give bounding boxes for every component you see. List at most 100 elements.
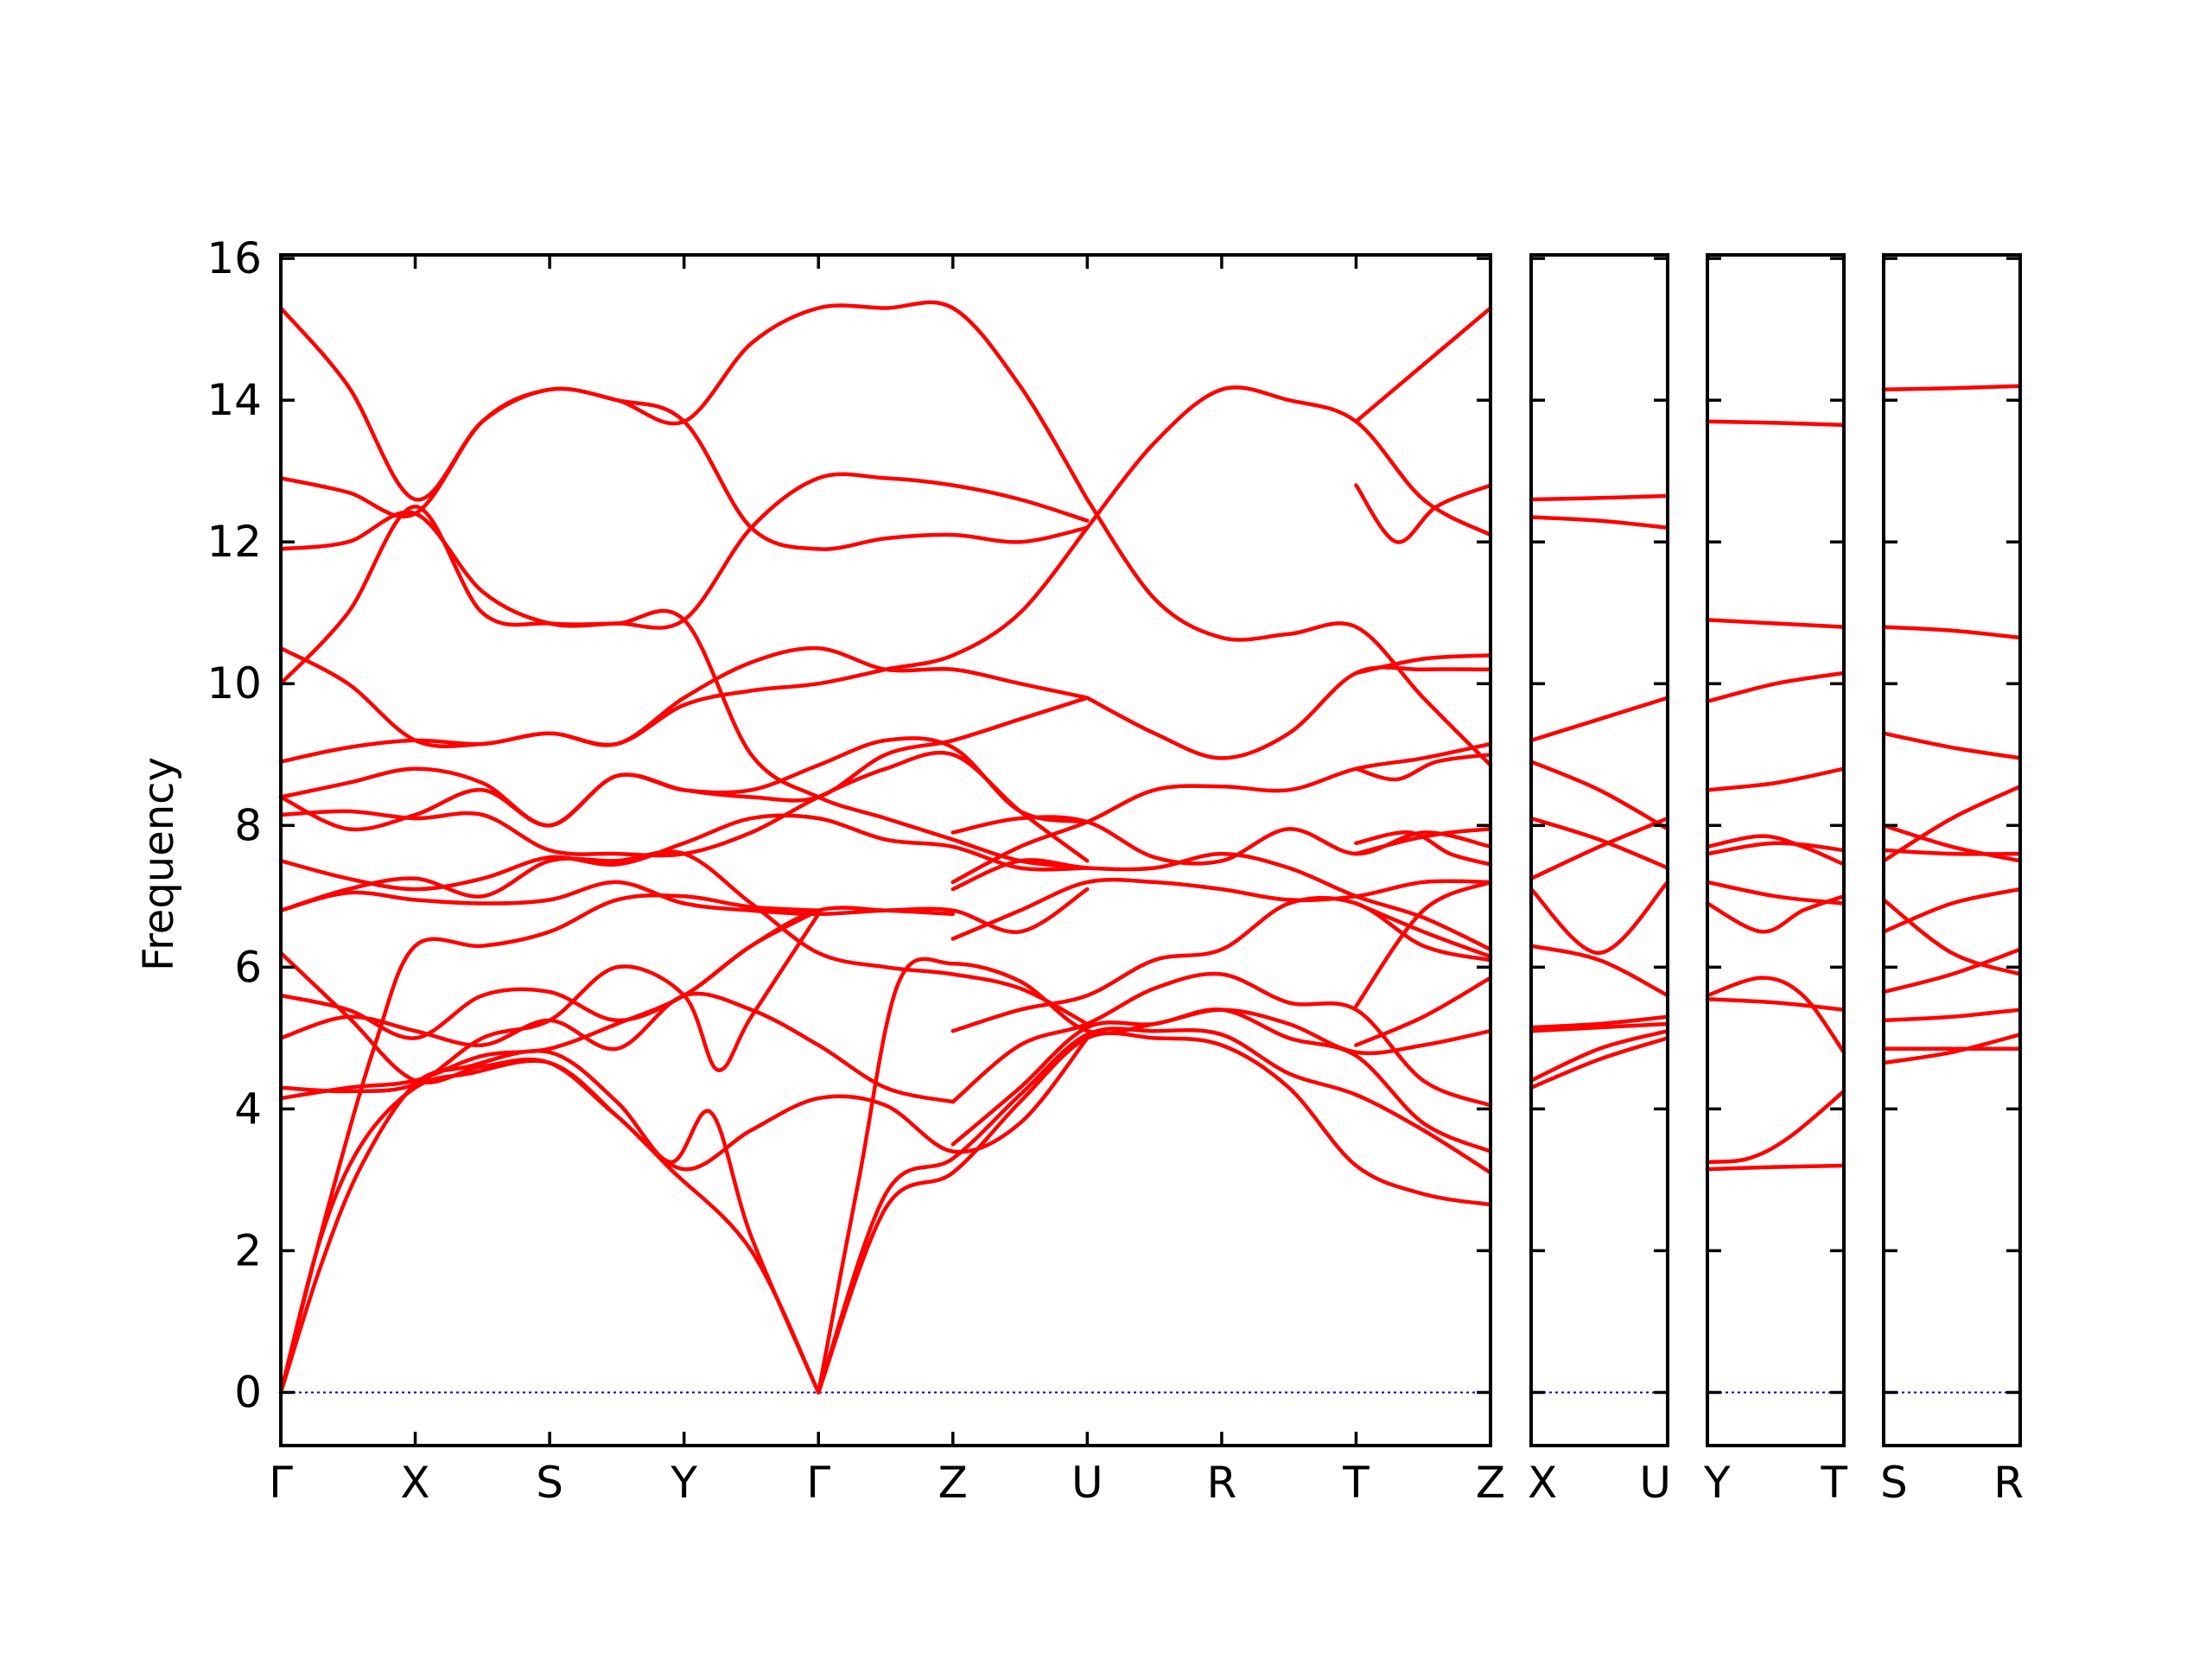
band-main-18 [278,386,1090,551]
k-point-label: U [1639,1458,1671,1508]
band-XU-5 [1529,880,1670,956]
band-XU-7 [1529,816,1670,870]
k-point-label: S [536,1458,563,1508]
band-main-11 [278,750,1090,863]
k-point-label: X [400,1458,429,1508]
band-YT-7 [1705,834,1847,867]
band-YT-2 [1705,997,1847,1012]
y-axis-label: Frequency [135,757,183,971]
band-main-31 [1085,497,1493,767]
band-SR-0 [1881,1033,2023,1065]
band-main-5 [278,991,956,1104]
band-SR-11 [1881,384,2023,392]
band-XU-8 [1529,760,1670,831]
band-main-25 [950,895,1493,1033]
band-YT-5 [1705,880,1847,906]
band-YT-11 [1705,419,1847,428]
y-tick-label: 16 [207,233,262,283]
band-main-34 [1354,306,1493,424]
panel-frame [1882,253,2022,1447]
band-main-1 [278,1049,821,1395]
k-point-label: U [1071,1458,1103,1508]
band-main-10 [278,813,1090,892]
k-point-label: R [1993,1458,2024,1508]
y-tick-label: 8 [234,800,262,850]
band-XU-3 [1529,1014,1670,1030]
k-point-label: Γ [806,1458,830,1508]
band-XU-1 [1529,1028,1670,1083]
band-main-16 [278,504,1090,870]
band-main-24 [950,971,1493,1108]
band-SR-7 [1881,848,2023,856]
band-SR-2 [1881,1007,2023,1023]
band-YT-3 [1705,976,1847,1055]
band-YT-8 [1705,766,1847,792]
band-main-7 [278,950,1090,1172]
band-main-35 [1354,753,1493,782]
band-main-19 [278,300,1090,502]
band-XU-11 [1529,493,1670,502]
band-XU-0 [1529,1036,1670,1090]
panel-frame [279,253,1492,1447]
band-SR-8 [1881,823,2023,863]
y-tick-label: 2 [234,1225,262,1275]
band-YT-1 [1705,1089,1847,1165]
k-point-label: X [1528,1458,1557,1508]
band-YT-0 [1705,1163,1847,1172]
y-tick-label: 12 [207,517,262,567]
band-SR-5 [1881,898,2023,976]
band-main-21 [816,1027,1493,1395]
band-main-27 [950,851,1493,952]
band-main-37 [1354,827,1493,856]
band-SR-4 [1881,887,2023,934]
band-main-29 [950,815,1493,866]
band-SR-9 [1881,731,2023,760]
band-main-33 [1354,653,1493,676]
k-point-label: Z [938,1458,968,1508]
band-main-4 [278,912,821,1094]
band-main-23 [950,1007,1493,1154]
k-point-label: Y [1703,1458,1731,1508]
band-main-13 [278,736,1090,828]
k-point-label: T [1342,1458,1370,1508]
band-main-0 [278,1058,821,1395]
k-point-label: Z [1476,1458,1505,1508]
band-XU-2 [1529,1021,1670,1033]
band-main-36 [1354,830,1493,867]
k-point-label: T [1820,1458,1847,1508]
band-YT-6 [1705,841,1847,856]
band-XU-6 [1529,816,1670,881]
y-tick-label: 4 [234,1084,262,1134]
panel-frame [1706,253,1846,1447]
y-tick-label: 0 [234,1367,262,1417]
band-main-15 [278,525,1090,749]
band-SR-3 [1881,947,2023,995]
band-main-38 [1354,880,1493,1008]
k-point-label: S [1880,1458,1908,1508]
k-point-label: Y [670,1458,697,1508]
band-main-40 [1354,976,1493,1047]
panel-main: 0 2 4 6 8 10 12 14 16 Γ X S Y Γ Z U R T Z [207,233,1505,1508]
band-main-32 [1085,385,1493,537]
band-main-39 [1354,901,1493,959]
band-main-41 [1354,483,1493,544]
band-main-8 [278,880,1090,934]
y-tick-label: 14 [207,375,262,425]
band-main-20 [816,1031,1493,1395]
band-YT-9 [1705,671,1847,704]
band-main-6 [278,906,956,1040]
band-main-30 [1085,665,1493,760]
band-XU-4 [1529,944,1670,998]
band-main-2 [278,893,821,1395]
band-main-17 [278,472,1090,630]
band-main-26 [950,877,1493,941]
band-XU-10 [1529,515,1670,531]
y-tick-label: 10 [207,658,262,709]
panel-frame [1529,253,1669,1447]
k-point-label: Γ [269,1458,293,1508]
band-main-28 [950,741,1493,885]
